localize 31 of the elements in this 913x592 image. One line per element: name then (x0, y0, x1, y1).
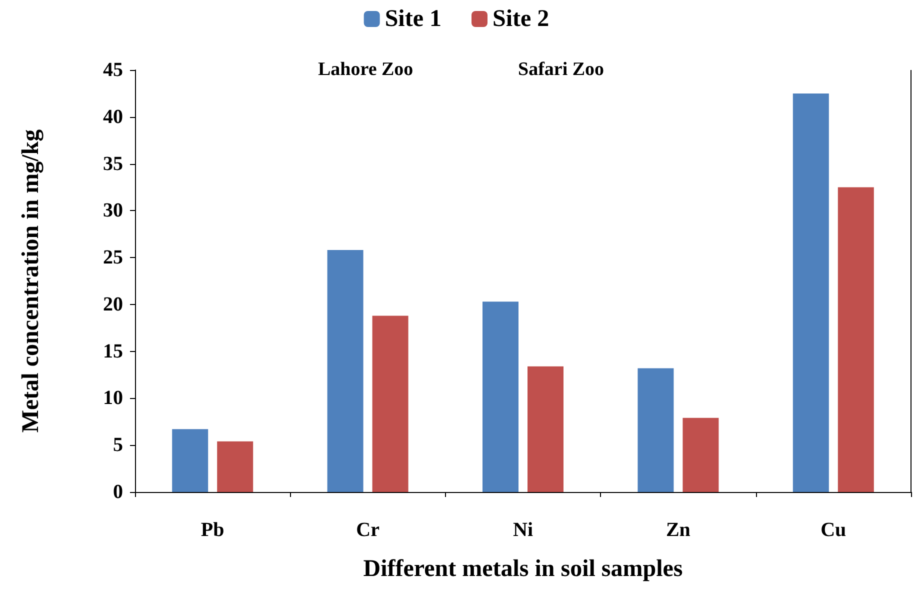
y-tick-label: 25 (103, 246, 123, 269)
bar (682, 418, 719, 492)
bar (217, 441, 254, 492)
x-tick-label: Pb (200, 519, 224, 541)
x-tick-label: Cu (820, 519, 846, 541)
annotation: Safari Zoo (518, 59, 604, 80)
x-tick-label: Cr (356, 519, 380, 541)
bar (792, 93, 829, 492)
y-tick-label: 45 (103, 59, 123, 81)
y-tick-label: 0 (113, 481, 123, 503)
bar (372, 316, 408, 492)
bar (327, 250, 364, 492)
y-tick-label: 5 (113, 434, 123, 456)
x-axis-title: Different metals in soil samples (363, 556, 683, 582)
y-tick-label: 35 (103, 152, 123, 175)
x-tick-label: Ni (513, 519, 534, 541)
y-tick-label: 30 (103, 200, 123, 222)
bar (838, 187, 874, 492)
y-tick-label: 40 (103, 106, 123, 128)
legend-label: Site 2 (492, 6, 550, 32)
bar (482, 302, 518, 492)
y-tick-label: 10 (103, 387, 123, 410)
bar (172, 429, 208, 492)
bar (528, 366, 564, 492)
x-tick-label: Zn (666, 519, 690, 541)
y-tick-label: 20 (103, 293, 123, 316)
y-tick-label: 15 (103, 340, 123, 362)
annotation: Lahore Zoo (318, 59, 414, 80)
y-axis-title: Metal concentration in mg/kg (18, 129, 44, 433)
bar (638, 368, 674, 492)
legend-label: Site 1 (384, 6, 442, 32)
